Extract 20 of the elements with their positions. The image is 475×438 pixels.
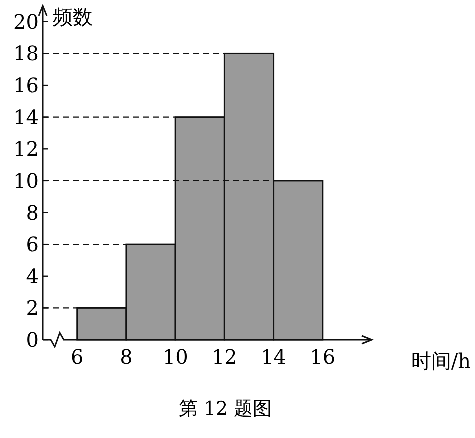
y-tick-label: 18 <box>14 42 39 66</box>
y-tick-label: 2 <box>26 296 39 320</box>
y-tick-label: 20 <box>14 10 39 34</box>
x-tick-label: 14 <box>261 345 287 369</box>
text: 第 12 题图 <box>178 398 272 420</box>
y-tick-label: 14 <box>14 105 39 130</box>
y-tick-label: 16 <box>14 74 39 98</box>
x-axis-title: 时间/h <box>411 349 472 373</box>
x-tick-label: 10 <box>162 345 188 369</box>
x-tick-label: 8 <box>120 345 133 369</box>
y-axis-title: 频数 <box>53 5 93 29</box>
x-tick-label: 6 <box>71 345 84 369</box>
y-tick-label: 10 <box>14 168 39 193</box>
x-tick-label: 12 <box>212 345 238 369</box>
y-tick-label: 8 <box>26 200 39 225</box>
y-tick-label: 6 <box>26 232 39 257</box>
y-tick-label: 12 <box>14 137 39 162</box>
x-tick-label: 16 <box>310 345 336 369</box>
y-tick-label: 0 <box>26 328 39 352</box>
y-tick-label: 4 <box>26 264 39 288</box>
